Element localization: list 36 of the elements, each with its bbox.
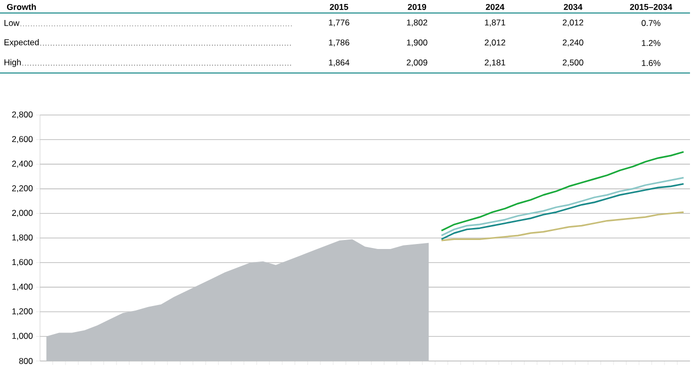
data-label: 1,871 [485,19,506,26]
text: Growth [6,4,36,10]
data-label: 2,181 [484,59,506,66]
data-label: 2,500 [562,59,584,66]
y-tick-label: 2,600 [12,136,33,144]
data-label: 2,012 [562,19,584,26]
data-label: 0.7% [642,20,660,26]
data-label: 1,776 [329,19,350,26]
text: High [4,59,21,67]
category-label: 2024 [486,4,504,10]
y-tick-label: 1,200 [12,308,33,316]
category-label: 2015–2034 [630,4,672,10]
data-label: 1.2% [642,40,660,46]
y-tick-label: 2,200 [12,185,33,192]
data-label: 1,864 [329,59,350,66]
data-label: 2,240 [562,39,584,46]
data-label: 2,009 [406,59,428,66]
y-tick-label: 2,000 [12,210,33,217]
y-tick-label: 800 [19,358,33,364]
data-label: 1,786 [329,39,350,46]
category-label: 2019 [408,4,426,10]
category-label: 2015 [330,4,348,10]
category-label: 2034 [564,4,582,10]
y-tick-label: 2,400 [12,160,33,168]
data-label: 2,012 [484,39,506,46]
text: Expected [4,39,39,47]
y-tick-label: 1,400 [12,284,33,291]
y-tick-label: 1,800 [12,234,33,242]
y-tick-label: 1,000 [12,332,33,340]
y-tick-label: 1,600 [12,259,33,266]
text: Low [4,20,20,26]
data-label: 1,802 [407,19,428,26]
line-series [440,151,684,232]
data-label: 1.6% [642,60,660,66]
y-tick-label: 2,800 [12,111,33,118]
data-label: 1,900 [407,39,428,46]
